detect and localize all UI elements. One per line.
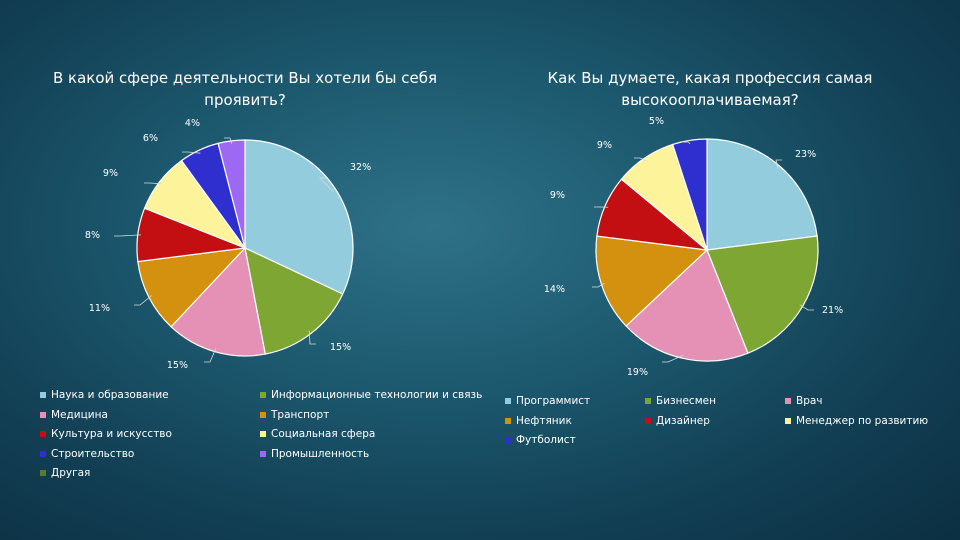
legend-item: Дизайнер xyxy=(645,415,710,427)
legend-label: Бизнесмен xyxy=(656,395,716,407)
leader-line-4 xyxy=(592,282,605,288)
pie-slice-1 xyxy=(706,138,818,251)
legend-item: Транспорт xyxy=(260,409,329,421)
leader-line-6 xyxy=(144,182,163,185)
legend-label: Другая xyxy=(51,467,91,479)
legend-swatch xyxy=(260,411,266,418)
legend-label: Культура и искусство xyxy=(51,428,172,440)
data-label-3: 15% xyxy=(167,360,188,371)
legend-swatch xyxy=(260,431,266,437)
pie-slice-7 xyxy=(671,138,708,251)
data-label-3: 19% xyxy=(627,367,648,378)
legend-item: Бизнесмен xyxy=(645,395,716,407)
legend-swatch xyxy=(40,392,46,398)
pie-slice-3 xyxy=(625,248,749,362)
legend-label: Врач xyxy=(796,395,823,407)
leader-line-2 xyxy=(308,330,316,345)
legend-label: Дизайнер xyxy=(656,414,710,427)
legend-swatch xyxy=(505,437,511,443)
legend-item: Программист xyxy=(505,395,590,407)
leader-line-7 xyxy=(682,141,691,144)
legend-label: Социальная сфера xyxy=(271,428,376,440)
chart-title-right: Как Вы думаете, какая профессия самая вы… xyxy=(547,69,873,109)
data-label-1: 32% xyxy=(350,162,371,173)
legend-label: Информационные технологии и связь xyxy=(271,389,483,401)
legend-item: Футболист xyxy=(505,434,576,446)
data-label-4: 14% xyxy=(544,284,565,295)
leader-line-4 xyxy=(134,295,152,306)
legend-label: Транспорт xyxy=(271,408,330,421)
legend-swatch xyxy=(645,417,651,424)
legend-label: Промышленность xyxy=(271,447,370,460)
leader-line-3 xyxy=(204,348,217,363)
data-label-7: 5% xyxy=(649,116,664,127)
legend-swatch xyxy=(40,431,46,437)
pie-slice-2 xyxy=(244,246,344,355)
data-label-6: 9% xyxy=(103,168,118,179)
pie-slice-1 xyxy=(244,139,354,295)
leader-line-3 xyxy=(662,354,684,363)
pie-chart-left: 32% 15% 15% 11% 8% 9% 6% 4% xyxy=(85,118,371,371)
leader-line-5 xyxy=(114,234,142,237)
legend-swatch xyxy=(505,417,511,424)
legend-swatch xyxy=(645,398,651,404)
chart-title-left: В какой сфере деятельности Вы хотели бы … xyxy=(52,69,438,109)
legend-swatch xyxy=(505,398,511,404)
legend-swatch xyxy=(40,411,46,418)
legend-item: Социальная сфера xyxy=(260,428,375,440)
data-label-1: 23% xyxy=(795,149,816,160)
data-label-7: 6% xyxy=(143,133,158,144)
legend-swatch xyxy=(260,450,266,457)
legend-label: Программист xyxy=(516,395,591,407)
legend-swatch xyxy=(260,392,266,398)
pie-chart-right: 23% 21% 19% 14% 9% 9% 5% xyxy=(544,116,843,378)
legend-label: Строительство xyxy=(51,447,135,460)
legend-label: Менеджер по развитию xyxy=(796,414,929,427)
pie-slice-4 xyxy=(137,247,247,328)
data-label-2: 21% xyxy=(822,305,843,316)
legend-item: Врач xyxy=(785,395,823,407)
legend-item: Медицина xyxy=(40,409,108,421)
legend-item: Другая xyxy=(40,467,90,479)
legend-item: Менеджер по развитию xyxy=(785,415,928,427)
leader-line-7 xyxy=(182,151,201,154)
data-label-2: 15% xyxy=(330,342,351,353)
legend-swatch xyxy=(785,398,791,404)
data-label-5: 8% xyxy=(85,230,100,241)
legend-item: Промышленность xyxy=(260,448,369,460)
data-label-6: 9% xyxy=(597,140,612,151)
legend-label: Медицина xyxy=(51,408,108,421)
legend-item: Наука и образование xyxy=(40,389,169,401)
legend-label: Нефтяник xyxy=(516,414,572,427)
data-label-5: 9% xyxy=(550,190,565,201)
pie-slice-3 xyxy=(170,246,266,357)
pie-slice-4 xyxy=(595,235,709,327)
data-label-4: 11% xyxy=(89,303,110,314)
legend-item: Культура и искусство xyxy=(40,428,172,440)
leader-line-1 xyxy=(319,177,334,193)
pie-slice-8 xyxy=(217,139,246,249)
legend-item: Строительство xyxy=(40,448,134,460)
legend-item: Нефтяник xyxy=(505,415,572,427)
legend-swatch xyxy=(785,417,791,424)
legend-swatch xyxy=(40,450,46,457)
legend-swatch xyxy=(40,470,46,476)
leader-line-2 xyxy=(799,304,814,311)
leader-line-8 xyxy=(224,137,233,145)
legend-item: Информационные технологии и связь xyxy=(260,389,482,401)
legend-label: Наука и образование xyxy=(51,389,169,401)
leader-line-6 xyxy=(634,157,647,162)
leader-line-1 xyxy=(775,159,782,170)
data-label-8: 4% xyxy=(185,118,200,129)
legend-label: Футболист xyxy=(516,434,576,446)
